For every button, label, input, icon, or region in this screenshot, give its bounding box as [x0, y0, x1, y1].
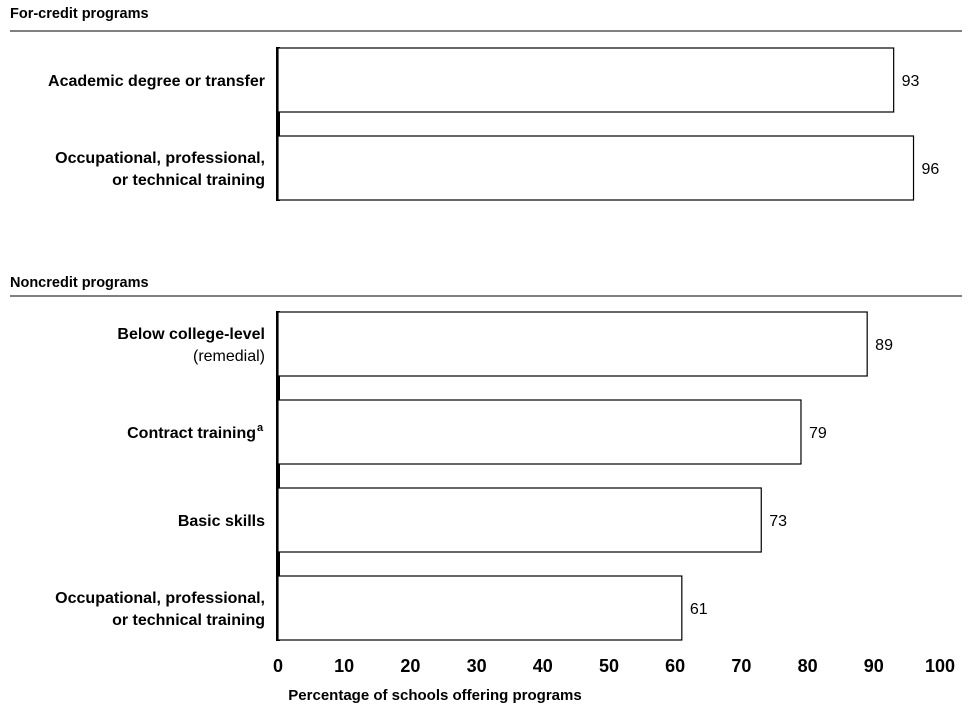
bar	[277, 487, 762, 553]
bar	[277, 575, 683, 641]
data-label: 73	[769, 513, 787, 530]
section-title: Noncredit programs	[10, 275, 149, 291]
category-label: Academic degree or transfer	[48, 73, 265, 90]
category-label: Below college-level	[117, 326, 265, 343]
x-tick-label: 60	[665, 656, 685, 676]
x-tick-label: 50	[599, 656, 619, 676]
category-sublabel: (remedial)	[193, 348, 265, 365]
data-label: 96	[922, 161, 940, 178]
x-tick-labels: 0 10 20 30 40 50 60 70 80 90 100	[273, 656, 955, 676]
category-label: Occupational, professional,	[55, 150, 265, 167]
bar	[277, 135, 915, 201]
data-label: 61	[690, 601, 708, 618]
data-label: 89	[875, 337, 893, 354]
x-tick-label: 30	[467, 656, 487, 676]
section-title: For-credit programs	[10, 6, 149, 22]
footnote-marker: a	[257, 422, 264, 434]
data-label: 93	[902, 73, 920, 90]
x-tick-label: 10	[334, 656, 354, 676]
x-tick-label: 80	[798, 656, 818, 676]
category-label: Contract training	[127, 425, 256, 442]
x-tick-label: 40	[533, 656, 553, 676]
x-tick-label: 70	[731, 656, 751, 676]
chart-sections: For-credit programs 93 Academic degree or …	[10, 6, 962, 641]
bar	[277, 311, 868, 377]
category-label: Occupational, professional,	[55, 590, 265, 607]
x-tick-label: 0	[273, 656, 283, 676]
category-label: Basic skills	[178, 513, 265, 530]
x-tick-label: 20	[400, 656, 420, 676]
chart-section: For-credit programs 93 Academic degree or …	[10, 6, 962, 201]
x-tick-label: 90	[864, 656, 884, 676]
data-label: 79	[809, 425, 827, 442]
x-tick-label: 100	[925, 656, 955, 676]
category-label: or technical training	[112, 612, 265, 629]
bar	[277, 47, 895, 113]
x-axis-title: Percentage of schools offering programs	[288, 687, 581, 704]
x-axis: 0 10 20 30 40 50 60 70 80 90 100 Percentage of sch…	[273, 656, 955, 704]
category-label: or technical training	[112, 172, 265, 189]
chart-section: Noncredit programs 89 Below college-level (…	[10, 275, 962, 641]
bar	[277, 399, 802, 465]
